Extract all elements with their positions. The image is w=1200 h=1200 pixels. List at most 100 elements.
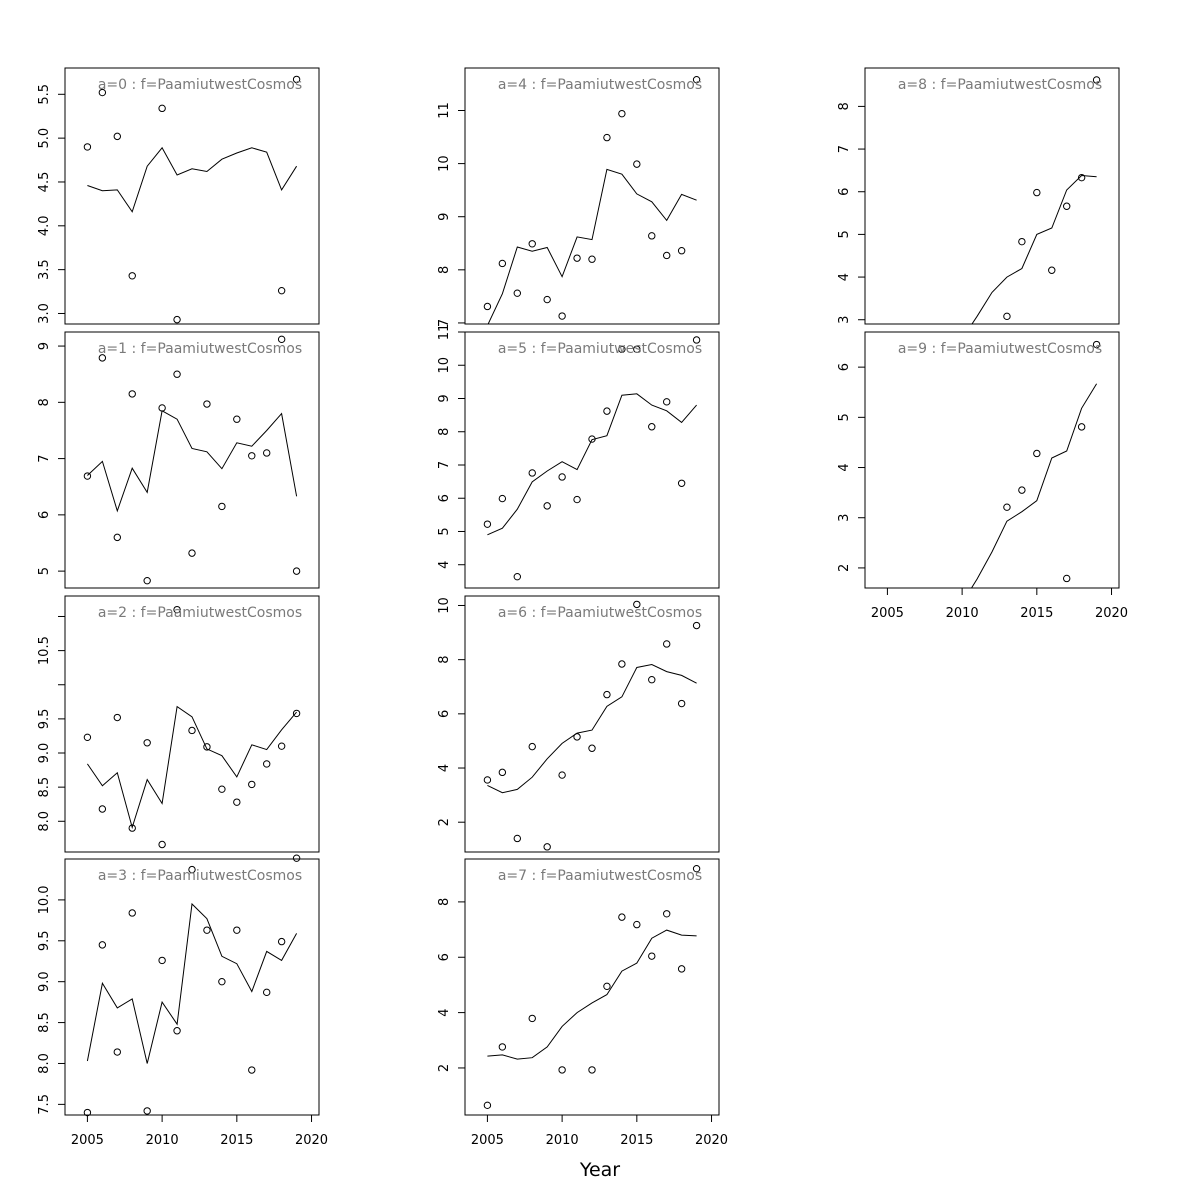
observed-point	[528, 469, 536, 477]
observed-point	[483, 1101, 492, 1110]
observed-point	[113, 533, 121, 542]
y-tick-label: 8	[837, 102, 852, 110]
observed-point	[248, 452, 256, 460]
observed-point	[173, 1027, 181, 1035]
observed-point	[1003, 503, 1011, 511]
panel-title: a=9 : f=PaamiutwestCosmos	[898, 341, 1102, 357]
panel-title: a=0 : f=PaamiutwestCosmos	[98, 77, 302, 93]
panel-title: a=7 : f=PaamiutwestCosmos	[498, 868, 702, 884]
panel-a0: 3.0 3.5 4.0 4.5 5.0 5.5 a=0 : f=PaamiutwestCos…	[37, 67, 320, 325]
fitted-line	[86, 902, 298, 1064]
observed-point	[218, 977, 226, 986]
observed-point	[277, 286, 286, 295]
observed-point	[128, 390, 136, 398]
observed-point	[633, 345, 641, 353]
fitted-line	[487, 929, 697, 1060]
observed-point	[543, 295, 551, 304]
y-tick-label: 8	[437, 898, 452, 906]
observed-point	[158, 956, 166, 965]
observed-point	[558, 312, 566, 320]
y-tick-label: 3	[837, 316, 852, 324]
fitted-line	[970, 383, 1098, 588]
observed-point	[83, 1108, 92, 1117]
observed-point	[573, 254, 581, 262]
observed-point	[618, 109, 626, 118]
y-tick-label: 9	[437, 394, 452, 402]
fitted-line	[87, 410, 298, 513]
y-tick-label: 6	[837, 363, 852, 371]
observed-point	[233, 798, 241, 806]
observed-point	[588, 435, 596, 443]
observed-point	[648, 952, 656, 960]
observed-point	[158, 104, 166, 113]
y-tick-label: 4	[437, 764, 452, 772]
y-tick-label: 4.0	[37, 215, 52, 236]
observed-point	[292, 75, 301, 84]
observed-point	[292, 854, 301, 862]
observed-point	[1003, 312, 1011, 321]
x-tick-label: 2010	[946, 606, 979, 621]
observed-point	[203, 743, 211, 751]
y-tick-label: 5.0	[37, 128, 52, 149]
y-tick-label: 3.5	[37, 259, 52, 280]
observed-point	[218, 785, 226, 793]
panel-a9: 2 3 4 5 6 2005 2010 2015 2020 a=9 : f=Paamiutwest…	[837, 331, 1128, 621]
y-tick-label: 6	[837, 188, 852, 196]
observed-point	[98, 941, 107, 949]
x-tick-label: 2015	[220, 1133, 253, 1148]
plot-frame	[864, 331, 1120, 589]
observed-point	[513, 572, 521, 581]
y-tick-label: 9	[437, 213, 452, 221]
observed-point	[513, 289, 521, 297]
observed-point	[188, 865, 196, 874]
observed-point	[692, 621, 701, 630]
observed-point	[263, 760, 271, 768]
fitted-line	[487, 168, 697, 324]
y-tick-label: 7	[437, 461, 452, 469]
y-tick-label: 11	[437, 324, 452, 341]
observed-point	[528, 1014, 536, 1023]
observed-point	[263, 449, 271, 457]
observed-point	[1033, 449, 1041, 458]
y-tick-label: 4.5	[37, 172, 52, 193]
observed-point	[603, 690, 611, 699]
observed-point	[677, 247, 686, 255]
observed-point	[618, 345, 626, 353]
y-tick-label: 10.0	[37, 885, 52, 914]
observed-point	[113, 1048, 121, 1056]
observed-point	[128, 824, 136, 832]
observed-point	[277, 742, 286, 750]
observed-point	[263, 988, 271, 997]
observed-point	[603, 982, 611, 991]
y-tick-label: 5	[437, 527, 452, 535]
panel-title: a=2 : f=PaamiutwestCosmos	[98, 605, 302, 621]
y-tick-label: 2	[437, 818, 452, 826]
observed-point	[603, 133, 611, 142]
observed-point	[188, 549, 196, 557]
observed-point	[498, 259, 507, 268]
y-tick-label: 4	[837, 273, 852, 281]
observed-point	[663, 910, 671, 918]
fitted-line	[487, 393, 697, 536]
observed-point	[1018, 237, 1026, 246]
observed-point	[513, 834, 521, 843]
y-tick-label: 9.0	[37, 971, 52, 992]
observed-point	[128, 909, 136, 917]
x-tick-label: 2020	[295, 1133, 328, 1148]
fitted-line	[971, 174, 1097, 324]
x-tick-label: 2005	[471, 1133, 504, 1148]
observed-point	[618, 660, 626, 668]
observed-point	[1063, 574, 1071, 583]
observed-point	[83, 472, 92, 480]
panel-title: a=6 : f=PaamiutwestCosmos	[498, 605, 702, 621]
panel-a6: 2 4 6 8 10 a=6 : f=PaamiutwestCosmos	[437, 595, 720, 853]
observed-point	[1077, 423, 1086, 431]
y-tick-label: 5	[837, 413, 852, 421]
observed-point	[528, 240, 536, 248]
observed-point	[1048, 266, 1056, 274]
y-tick-label: 6	[437, 953, 452, 961]
y-tick-label: 4	[837, 463, 852, 471]
x-tick-label: 2010	[546, 1133, 579, 1148]
observed-point	[158, 404, 166, 412]
panel-a7: 2 4 6 8 2005 2010 2015 2020 a=7 : f=PaamiutwestC…	[437, 858, 728, 1148]
